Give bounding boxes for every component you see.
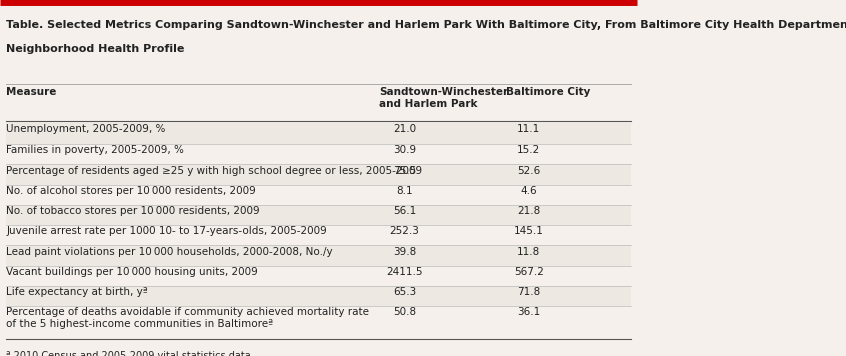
Text: 21.0: 21.0	[393, 124, 416, 134]
Text: Vacant buildings per 10 000 housing units, 2009: Vacant buildings per 10 000 housing unit…	[7, 267, 258, 277]
FancyBboxPatch shape	[7, 286, 631, 306]
Text: Unemployment, 2005-2009, %: Unemployment, 2005-2009, %	[7, 124, 166, 134]
Text: No. of alcohol stores per 10 000 residents, 2009: No. of alcohol stores per 10 000 residen…	[7, 186, 256, 196]
Text: Lead paint violations per 10 000 households, 2000-2008, No./y: Lead paint violations per 10 000 househo…	[7, 247, 333, 257]
Text: 11.1: 11.1	[517, 124, 541, 134]
FancyBboxPatch shape	[7, 164, 631, 185]
Text: 39.8: 39.8	[393, 247, 416, 257]
Text: 567.2: 567.2	[514, 267, 544, 277]
Text: Percentage of deaths avoidable if community achieved mortality rate
of the 5 hig: Percentage of deaths avoidable if commun…	[7, 308, 370, 329]
FancyBboxPatch shape	[7, 123, 631, 144]
Text: Sandtown-Winchester
and Harlem Park: Sandtown-Winchester and Harlem Park	[379, 87, 508, 109]
Text: 11.8: 11.8	[517, 247, 541, 257]
Text: Juvenile arrest rate per 1000 10- to 17-years-olds, 2005-2009: Juvenile arrest rate per 1000 10- to 17-…	[7, 226, 327, 236]
Text: 21.8: 21.8	[517, 206, 541, 216]
Text: 52.6: 52.6	[517, 166, 541, 176]
FancyBboxPatch shape	[7, 205, 631, 225]
Text: 4.6: 4.6	[520, 186, 537, 196]
Text: 15.2: 15.2	[517, 146, 541, 156]
Text: 71.8: 71.8	[517, 287, 541, 297]
Text: Percentage of residents aged ≥25 y with high school degree or less, 2005-2009: Percentage of residents aged ≥25 y with …	[7, 166, 422, 176]
Text: 50.8: 50.8	[393, 308, 416, 318]
Text: 56.1: 56.1	[393, 206, 416, 216]
Text: 65.3: 65.3	[393, 287, 416, 297]
Text: 8.1: 8.1	[396, 186, 413, 196]
Text: ª 2010 Census and 2005-2009 vital statistics data.: ª 2010 Census and 2005-2009 vital statis…	[7, 351, 254, 356]
Text: Measure: Measure	[7, 87, 57, 97]
Text: 145.1: 145.1	[514, 226, 544, 236]
Text: Families in poverty, 2005-2009, %: Families in poverty, 2005-2009, %	[7, 146, 184, 156]
Text: 36.1: 36.1	[517, 308, 541, 318]
Text: 75.5: 75.5	[393, 166, 416, 176]
Text: 252.3: 252.3	[390, 226, 420, 236]
Text: Neighborhood Health Profile: Neighborhood Health Profile	[7, 43, 184, 54]
Text: Life expectancy at birth, yª: Life expectancy at birth, yª	[7, 287, 148, 297]
Text: Baltimore City: Baltimore City	[507, 87, 591, 97]
Text: Table. Selected Metrics Comparing Sandtown-Winchester and Harlem Park With Balti: Table. Selected Metrics Comparing Sandto…	[7, 20, 846, 30]
FancyBboxPatch shape	[7, 245, 631, 266]
Text: No. of tobacco stores per 10 000 residents, 2009: No. of tobacco stores per 10 000 residen…	[7, 206, 260, 216]
Text: 30.9: 30.9	[393, 146, 416, 156]
Text: 2411.5: 2411.5	[387, 267, 423, 277]
